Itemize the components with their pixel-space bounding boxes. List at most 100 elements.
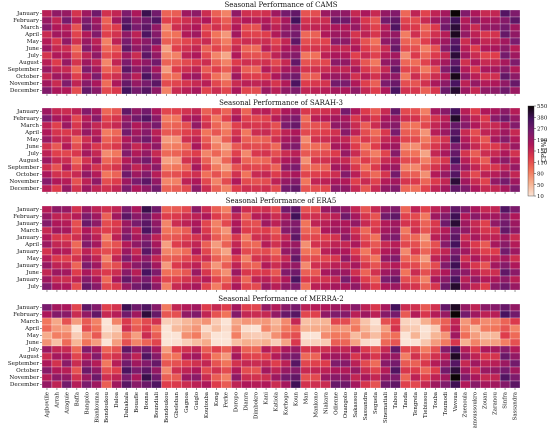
heatmap-cell bbox=[320, 37, 331, 46]
heatmap-cell bbox=[290, 240, 302, 249]
heatmap-cell bbox=[380, 338, 391, 347]
heatmap-cell bbox=[221, 226, 232, 235]
heatmap-cell bbox=[420, 58, 431, 67]
heatmap-cell bbox=[111, 58, 122, 67]
heatmap-cell bbox=[161, 16, 172, 25]
heatmap-cell bbox=[300, 331, 312, 340]
heatmap-cell bbox=[400, 163, 411, 172]
heatmap-cell bbox=[340, 51, 351, 60]
heatmap-cell bbox=[161, 170, 172, 179]
heatmap-cell bbox=[470, 226, 481, 235]
heatmap-cell bbox=[201, 380, 212, 389]
heatmap-cell bbox=[330, 114, 341, 123]
heatmap-cell bbox=[360, 9, 371, 18]
heatmap-cell bbox=[41, 247, 53, 256]
heatmap-cell bbox=[121, 275, 132, 284]
heatmap-cell bbox=[181, 156, 192, 165]
heatmap-cell bbox=[320, 9, 331, 18]
heatmap-cell bbox=[131, 142, 142, 151]
heatmap-cell bbox=[470, 170, 481, 179]
heatmap-cell bbox=[171, 233, 182, 242]
heatmap-cell bbox=[400, 268, 411, 277]
heatmap-cell bbox=[151, 135, 162, 144]
heatmap-cell bbox=[141, 37, 152, 46]
heatmap-cell bbox=[241, 254, 252, 263]
heatmap-cell bbox=[300, 128, 312, 137]
station-label: Sassandra bbox=[363, 391, 369, 420]
heatmap-cell bbox=[260, 219, 272, 228]
heatmap-cell bbox=[161, 254, 172, 263]
row-label: March bbox=[21, 228, 40, 234]
heatmap-cell bbox=[499, 170, 511, 179]
heatmap-cell bbox=[360, 219, 371, 228]
row-label: November bbox=[9, 81, 39, 87]
heatmap-cell bbox=[211, 247, 222, 256]
heatmap-cell bbox=[161, 72, 172, 81]
heatmap-cell bbox=[380, 212, 391, 221]
station-label: Kong bbox=[214, 391, 220, 406]
heatmap-cell bbox=[499, 135, 511, 144]
heatmap-cell bbox=[420, 86, 431, 95]
heatmap-cell bbox=[320, 352, 331, 361]
heatmap-cell bbox=[310, 282, 321, 291]
heatmap-cell bbox=[320, 338, 331, 347]
heatmap-cell bbox=[251, 163, 262, 172]
heatmap-cell bbox=[400, 310, 411, 319]
heatmap-cell bbox=[450, 128, 461, 137]
heatmap-cell bbox=[330, 142, 341, 151]
heatmap-cell bbox=[211, 366, 222, 375]
heatmap-cell bbox=[509, 247, 521, 256]
heatmap-cell bbox=[280, 170, 292, 179]
heatmap-cell bbox=[51, 135, 63, 144]
heatmap-cell bbox=[231, 240, 242, 249]
heatmap-cell bbox=[71, 51, 82, 60]
heatmap-cell bbox=[101, 317, 112, 326]
heatmap-cell bbox=[191, 16, 202, 25]
heatmap-cell bbox=[71, 261, 82, 270]
heatmap-cell bbox=[231, 310, 242, 319]
heatmap-cell bbox=[509, 226, 521, 235]
heatmap-cell bbox=[450, 303, 461, 312]
heatmap-cell bbox=[161, 219, 172, 228]
heatmap-cell bbox=[211, 310, 222, 319]
heatmap-cell bbox=[231, 261, 242, 270]
heatmap-cell bbox=[71, 303, 82, 312]
heatmap-cell bbox=[251, 373, 262, 382]
heatmap-cell bbox=[280, 324, 292, 333]
heatmap-cell bbox=[360, 205, 371, 214]
heatmap-cell bbox=[221, 345, 232, 354]
heatmap-cell bbox=[450, 268, 461, 277]
heatmap-cell bbox=[41, 135, 53, 144]
heatmap-cell bbox=[211, 170, 222, 179]
heatmap-cell bbox=[320, 254, 331, 263]
heatmap-cell bbox=[221, 37, 232, 46]
heatmap-cell bbox=[231, 338, 242, 347]
heatmap-cell bbox=[260, 142, 272, 151]
heatmap-cell bbox=[101, 114, 112, 123]
row-label: October bbox=[16, 74, 39, 80]
heatmap-cell bbox=[81, 65, 92, 74]
heatmap-cell bbox=[380, 345, 391, 354]
heatmap-cell bbox=[270, 310, 282, 319]
heatmap-cell bbox=[141, 310, 152, 319]
heatmap-cell bbox=[320, 184, 331, 193]
heatmap-cell bbox=[111, 219, 122, 228]
heatmap-cell bbox=[231, 142, 242, 151]
heatmap-cell bbox=[51, 79, 63, 88]
heatmap-cell bbox=[61, 275, 73, 284]
heatmap-cell bbox=[310, 51, 321, 60]
station-label: Dianra bbox=[244, 391, 250, 410]
heatmap-cell bbox=[380, 79, 391, 88]
heatmap-cell bbox=[360, 338, 371, 347]
heatmap-cell bbox=[161, 205, 172, 214]
heatmap-cell bbox=[131, 310, 142, 319]
heatmap-cell bbox=[370, 331, 381, 340]
heatmap-cell bbox=[290, 128, 302, 137]
heatmap-cell bbox=[260, 177, 272, 186]
heatmap-cell bbox=[101, 121, 112, 130]
heatmap-cell bbox=[380, 51, 391, 60]
heatmap-cell bbox=[370, 58, 381, 67]
heatmap-cell bbox=[211, 149, 222, 158]
heatmap-cell bbox=[211, 261, 222, 270]
heatmap-cell bbox=[161, 310, 172, 319]
